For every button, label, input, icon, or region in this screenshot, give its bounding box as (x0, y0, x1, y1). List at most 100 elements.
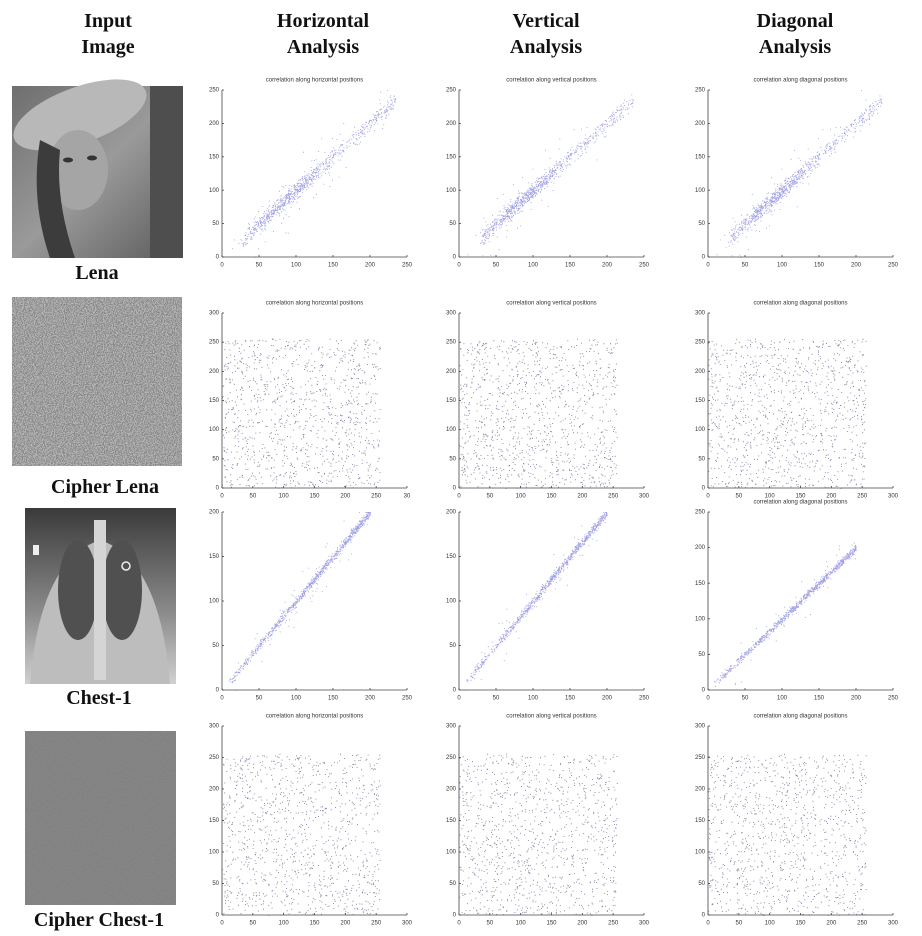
x-tick-label: 250 (639, 696, 650, 702)
scatter-texture (708, 339, 867, 489)
y-tick-label: 200 (446, 121, 457, 127)
plot-title: correlation along horizontal positions (266, 714, 363, 720)
x-tick-label: 250 (857, 494, 868, 500)
x-tick-label: 100 (279, 921, 290, 927)
x-tick-label: 300 (888, 494, 899, 500)
x-tick-label: 100 (777, 696, 788, 702)
x-tick-label: 250 (608, 494, 619, 500)
y-tick-label: 50 (449, 643, 456, 649)
y-tick-label: 300 (446, 311, 457, 317)
y-tick-label: 200 (446, 787, 457, 793)
y-tick-label: 200 (695, 121, 706, 127)
y-tick-label: 100 (209, 188, 220, 194)
y-tick-label: 250 (695, 755, 706, 761)
x-tick-label: 100 (528, 696, 539, 702)
y-tick-label: 100 (695, 616, 706, 622)
y-tick-label: 300 (209, 311, 220, 317)
x-tick-label: 200 (340, 921, 351, 927)
y-tick-label: 50 (449, 221, 456, 227)
figure: correlation along horizontal positions 0 5… (0, 0, 922, 936)
y-tick-label: 100 (209, 850, 220, 856)
x-tick-label: 50 (493, 263, 500, 269)
scatter-points (708, 754, 867, 916)
x-tick-label: 200 (602, 263, 613, 269)
scatter-points (229, 512, 371, 691)
x-tick-label: 0 (706, 921, 710, 927)
x-tick-label: 150 (328, 696, 339, 702)
x-tick-label: 100 (765, 921, 776, 927)
y-tick-label: 150 (695, 818, 706, 824)
row-label: Cipher Lena (5, 474, 205, 500)
x-tick-label: 0 (220, 263, 224, 269)
y-tick-label: 0 (453, 486, 457, 492)
y-tick-label: 200 (209, 787, 220, 793)
row-label: Chest-1 (0, 685, 199, 711)
y-tick-label: 50 (212, 221, 219, 227)
x-tick-label: 100 (777, 263, 788, 269)
x-tick-label: 50 (735, 494, 742, 500)
x-tick-label: 250 (371, 494, 382, 500)
scatter-texture (459, 339, 618, 489)
y-tick-label: 200 (695, 545, 706, 551)
scatter-points (232, 90, 396, 258)
x-tick-label: 50 (493, 696, 500, 702)
x-tick-label: 250 (888, 263, 899, 269)
y-tick-label: 100 (695, 427, 706, 433)
scatter-plot: correlation along horizontal positions 0 5… (209, 714, 413, 927)
x-tick-label: 50 (742, 263, 749, 269)
y-tick-label: 50 (212, 881, 219, 887)
y-tick-label: 250 (446, 88, 457, 94)
y-tick-label: 0 (216, 913, 220, 919)
x-tick-label: 200 (577, 921, 588, 927)
y-tick-label: 300 (695, 311, 706, 317)
scatter-texture (232, 90, 396, 258)
y-tick-label: 100 (446, 850, 457, 856)
x-tick-label: 100 (528, 263, 539, 269)
x-tick-label: 50 (256, 263, 263, 269)
x-tick-label: 0 (706, 263, 710, 269)
x-tick-label: 250 (608, 921, 619, 927)
x-tick-label: 50 (256, 696, 263, 702)
y-tick-label: 250 (209, 88, 220, 94)
y-tick-label: 150 (209, 554, 220, 560)
x-tick-label: 100 (516, 921, 527, 927)
scatter-texture (717, 90, 883, 258)
y-tick-label: 100 (209, 599, 220, 605)
column-header: Horizontal Analysis (263, 8, 383, 60)
x-tick-label: 250 (402, 263, 413, 269)
y-tick-label: 150 (446, 154, 457, 160)
y-tick-label: 50 (212, 643, 219, 649)
y-tick-label: 200 (695, 369, 706, 375)
x-tick-label: 200 (365, 263, 376, 269)
x-tick-label: 200 (826, 921, 837, 927)
x-tick-label: 150 (795, 921, 806, 927)
plot-title: correlation along vertical positions (506, 301, 596, 307)
x-tick-label: 250 (888, 696, 899, 702)
y-tick-label: 0 (216, 486, 220, 492)
y-tick-label: 50 (698, 881, 705, 887)
scatter-texture (459, 754, 618, 916)
scatter-points (714, 543, 857, 687)
lena-image (5, 65, 183, 258)
scatter-points (222, 339, 381, 489)
x-tick-label: 0 (457, 696, 461, 702)
y-tick-label: 200 (446, 510, 457, 516)
x-tick-label: 300 (402, 921, 413, 927)
scatter-plot: correlation along vertical positions0501… (446, 714, 650, 927)
y-tick-label: 150 (209, 154, 220, 160)
scatter-texture (708, 754, 867, 916)
y-tick-label: 50 (698, 456, 705, 462)
y-tick-label: 0 (453, 688, 457, 694)
y-tick-label: 0 (702, 486, 706, 492)
y-tick-label: 100 (209, 427, 220, 433)
y-tick-label: 50 (449, 456, 456, 462)
x-tick-label: 150 (328, 263, 339, 269)
y-tick-label: 150 (695, 581, 706, 587)
scatter-points (459, 754, 618, 916)
x-tick-label: 100 (291, 263, 302, 269)
y-tick-label: 150 (695, 154, 706, 160)
x-tick-label: 150 (814, 263, 825, 269)
